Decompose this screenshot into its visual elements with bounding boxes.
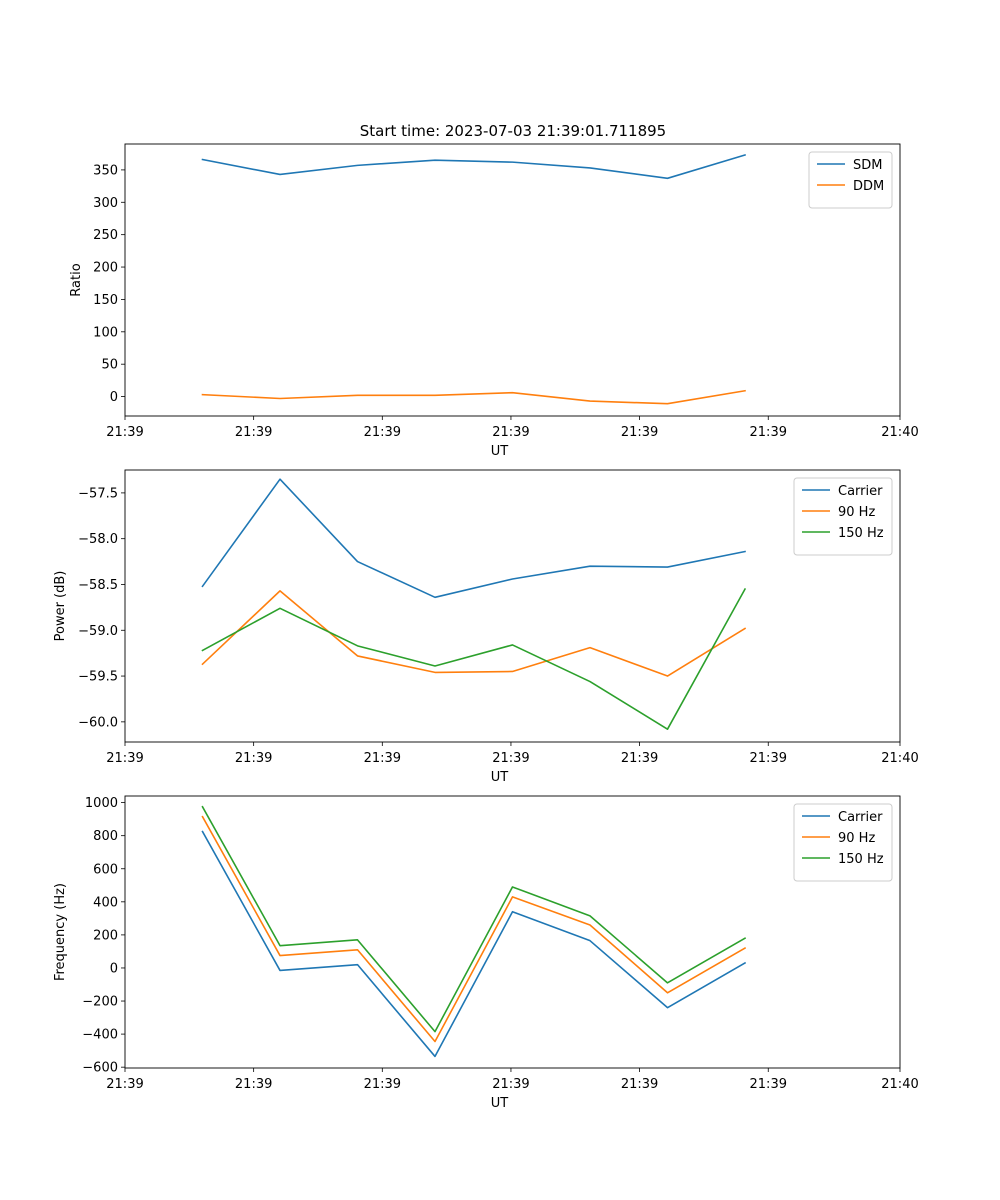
series-line-carrier <box>201 830 747 1058</box>
y-tick-label: −59.0 <box>78 624 118 639</box>
y-tick-label: −60.0 <box>78 715 118 730</box>
y-axis-label: Frequency (Hz) <box>53 883 68 981</box>
y-tick-label: 200 <box>93 261 118 276</box>
y-tick-label: −58.5 <box>78 578 118 593</box>
y-tick-label: −57.5 <box>78 486 118 501</box>
plots: 21:39 21:39 21:39 21:39 21:39 21:39 21:40 0 50 10… <box>53 143 919 1111</box>
legend-label: 90 Hz <box>838 505 875 520</box>
legend-label: 150 Hz <box>838 852 884 867</box>
x-tick-label: 21:39 <box>235 425 272 440</box>
y-tick-label: −58.0 <box>78 532 118 547</box>
y-tick-label: 300 <box>93 196 118 211</box>
x-tick-label: 21:39 <box>750 1077 787 1092</box>
x-tick-label: 21:39 <box>364 751 401 766</box>
x-axis-label: UT <box>491 770 509 785</box>
y-tick-label: 0 <box>110 390 118 405</box>
y-tick-label: 100 <box>93 325 118 340</box>
x-tick-label: 21:40 <box>881 751 918 766</box>
legend-box <box>793 477 893 556</box>
x-tick-label: 21:39 <box>106 425 143 440</box>
subplot-3: 21:39 21:39 21:39 21:39 21:39 21:39 21:40 −600 −… <box>53 795 919 1111</box>
y-tick-label: 200 <box>93 928 118 943</box>
x-tick-label: 21:39 <box>364 1077 401 1092</box>
y-tick-label: 600 <box>93 862 118 877</box>
x-tick-label: 21:39 <box>492 751 529 766</box>
series-line-90-hz <box>201 815 747 1043</box>
y-tick-label: −200 <box>82 995 118 1010</box>
x-tick-label: 21:39 <box>492 1077 529 1092</box>
y-tick-label: 150 <box>93 293 118 308</box>
x-tick-label: 21:39 <box>235 751 272 766</box>
figure-title: Start time: 2023-07-03 21:39:01.711895 <box>360 122 666 140</box>
plot-frame <box>124 795 901 1069</box>
x-tick-label: 21:40 <box>881 425 918 440</box>
x-tick-label: 21:39 <box>750 425 787 440</box>
x-tick-label: 21:39 <box>621 1077 658 1092</box>
x-tick-label: 21:39 <box>364 425 401 440</box>
y-tick-label: −600 <box>82 1061 118 1076</box>
y-axis-label: Ratio <box>69 263 84 296</box>
legend-box <box>793 803 893 882</box>
legend-label: Carrier <box>838 484 883 499</box>
legend: Carrier 90 Hz 150 Hz <box>793 477 893 556</box>
x-tick-label: 21:39 <box>750 751 787 766</box>
series-line-ddm <box>201 389 746 405</box>
x-tick-label: 21:39 <box>621 425 658 440</box>
y-tick-label: 400 <box>93 895 118 910</box>
x-tick-label: 21:39 <box>621 751 658 766</box>
series-line-90-hz <box>201 590 747 677</box>
plot-frame <box>124 469 901 743</box>
legend-label: Carrier <box>838 810 883 825</box>
x-tick-label: 21:39 <box>492 425 529 440</box>
legend: Carrier 90 Hz 150 Hz <box>793 803 893 882</box>
x-axis-label: UT <box>491 1096 509 1111</box>
legend: SDM DDM <box>808 151 893 209</box>
subplot-1: 21:39 21:39 21:39 21:39 21:39 21:39 21:40 0 50 10… <box>69 143 919 459</box>
y-tick-label: 50 <box>101 358 118 373</box>
legend-label: SDM <box>853 158 882 173</box>
legend-box <box>808 151 893 209</box>
y-tick-label: 0 <box>110 961 118 976</box>
y-axis-label: Power (dB) <box>53 571 68 642</box>
x-tick-label: 21:40 <box>881 1077 918 1092</box>
series-line-150-hz <box>201 805 747 1033</box>
series-line-sdm <box>201 154 746 180</box>
legend-label: 150 Hz <box>838 526 884 541</box>
plot-frame <box>124 143 901 417</box>
series-line-carrier <box>201 478 746 599</box>
legend-label: 90 Hz <box>838 831 875 846</box>
x-tick-label: 21:39 <box>235 1077 272 1092</box>
x-tick-label: 21:39 <box>106 751 143 766</box>
y-tick-label: −400 <box>82 1028 118 1043</box>
y-tick-label: 800 <box>93 829 118 844</box>
legend-label: DDM <box>853 179 884 194</box>
y-tick-label: −59.5 <box>78 670 118 685</box>
subplot-2: 21:39 21:39 21:39 21:39 21:39 21:39 21:40 −60.0… <box>53 469 919 785</box>
y-tick-label: 1000 <box>85 796 118 811</box>
y-tick-label: 250 <box>93 228 118 243</box>
y-tick-label: 350 <box>93 163 118 178</box>
x-tick-label: 21:39 <box>106 1077 143 1092</box>
series-line-150-hz <box>201 587 747 730</box>
x-axis-label: UT <box>491 444 509 459</box>
